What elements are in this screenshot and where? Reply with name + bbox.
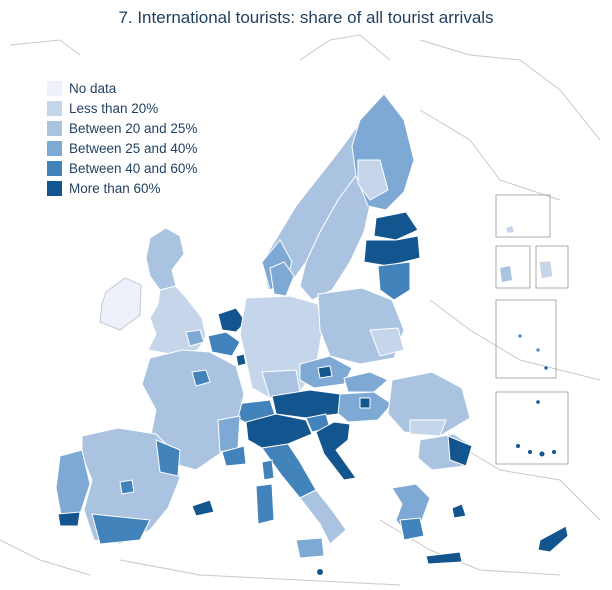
legend-label: No data: [69, 80, 117, 96]
region-lithuania: [377, 261, 411, 301]
inset-island-6: [544, 366, 548, 370]
legend-item-no-data: No data: [47, 78, 197, 98]
legend-item-less-than-20: Less than 20%: [47, 98, 197, 118]
region-prague: [317, 365, 333, 379]
region-bulgaria-coast: [447, 435, 473, 467]
inset-island-11: [552, 450, 556, 454]
region-budapest: [359, 397, 371, 409]
inset-box-3: [535, 245, 569, 289]
region-madrid: [119, 479, 135, 495]
legend-swatch: [47, 160, 62, 176]
inset-island-2: [500, 266, 512, 282]
legend-label: Less than 20%: [69, 100, 159, 116]
legend-label: More than 60%: [69, 180, 161, 196]
region-greek-islands: [451, 503, 467, 519]
region-italy-north: [245, 413, 313, 449]
region-latvia: [363, 235, 421, 267]
legend-swatch: [47, 100, 62, 116]
inset-island-4: [518, 334, 522, 338]
region-estonia: [373, 211, 419, 241]
region-cyprus: [537, 525, 569, 553]
legend-label: Between 25 and 40%: [69, 140, 198, 156]
region-sardinia: [255, 483, 275, 525]
region-poland-east: [369, 327, 405, 357]
legend-swatch: [47, 180, 62, 196]
region-corsica: [261, 459, 275, 481]
legend-item-25-40: Between 25 and 40%: [47, 138, 197, 158]
map-title: 7. International tourists: share of all …: [118, 8, 494, 27]
region-sweden: [299, 169, 373, 301]
region-balearic: [191, 499, 215, 517]
inset-island-7: [536, 400, 540, 404]
inset-island-10: [539, 451, 545, 457]
inset-island-1: [506, 226, 514, 233]
region-denmark: [269, 261, 295, 297]
region-france-riviera: [221, 445, 247, 467]
region-romania-south: [409, 419, 447, 437]
region-belgium: [207, 331, 241, 357]
inset-box-1: [495, 194, 551, 238]
region-spain-catalonia: [155, 439, 181, 477]
inset-island-5: [536, 348, 540, 352]
region-portugal-algarve: [57, 511, 81, 527]
region-croatia: [315, 421, 357, 481]
inset-box-5: [495, 391, 569, 465]
inset-box-2: [495, 245, 531, 289]
region-london: [185, 329, 205, 347]
region-romania: [387, 371, 471, 437]
region-crete: [425, 551, 463, 565]
region-scotland: [145, 227, 185, 291]
inset-island-8: [516, 444, 520, 448]
region-finland-central: [357, 159, 389, 201]
legend-swatch: [47, 80, 62, 96]
legend-swatch: [47, 120, 62, 136]
legend-item-20-25: Between 20 and 25%: [47, 118, 197, 138]
region-france-alps: [217, 415, 241, 453]
region-france-paris: [191, 369, 211, 387]
region-austria: [271, 389, 341, 419]
inset-island-3: [539, 261, 553, 279]
legend-item-more-than-60: More than 60%: [47, 178, 197, 198]
inset-island-9: [528, 450, 532, 454]
region-spain-south: [91, 513, 151, 545]
region-italy-south: [299, 489, 347, 545]
region-slovakia: [343, 371, 389, 393]
region-malta: [317, 569, 323, 575]
europe-choropleth-map: [0, 34, 601, 586]
region-sicily: [295, 537, 325, 559]
map-legend: No data Less than 20% Between 20 and 25%…: [47, 78, 197, 198]
inset-box-4: [495, 299, 557, 379]
region-luxembourg: [235, 353, 247, 367]
legend-swatch: [47, 140, 62, 156]
legend-label: Between 40 and 60%: [69, 160, 198, 176]
region-ireland: [99, 277, 142, 331]
region-greece-south: [399, 517, 425, 541]
legend-item-40-60: Between 40 and 60%: [47, 158, 197, 178]
legend-label: Between 20 and 25%: [69, 120, 198, 136]
